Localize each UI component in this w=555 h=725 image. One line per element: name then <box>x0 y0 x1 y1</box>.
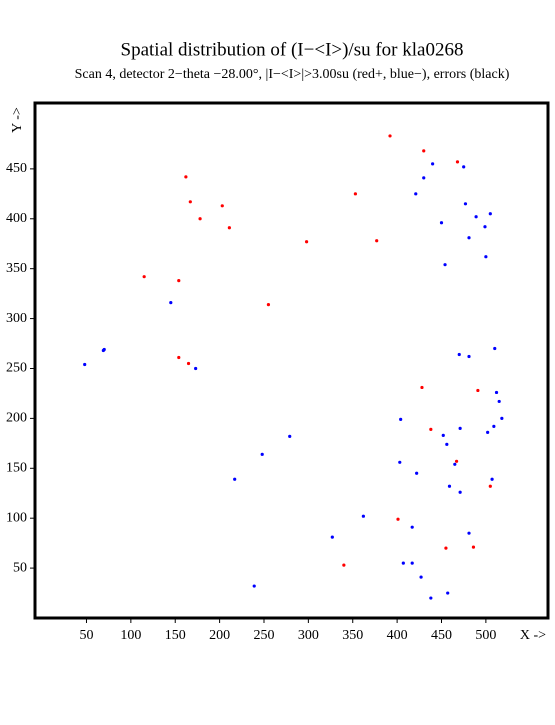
point <box>188 200 192 204</box>
point <box>493 346 497 351</box>
x-tick-label: 350 <box>342 628 363 643</box>
point <box>492 424 496 428</box>
y-tick-label: 300 <box>6 311 27 326</box>
point <box>443 263 447 267</box>
point <box>83 362 87 367</box>
point <box>458 490 462 494</box>
point <box>186 361 191 366</box>
point <box>415 471 419 475</box>
point <box>494 390 499 395</box>
point <box>414 192 418 196</box>
point <box>410 525 414 529</box>
point <box>444 546 448 550</box>
point <box>422 176 426 180</box>
point <box>227 226 231 230</box>
point <box>500 416 504 420</box>
point <box>342 563 346 567</box>
point <box>194 366 198 371</box>
point <box>462 165 466 169</box>
x-tick-label: 50 <box>79 628 93 643</box>
point <box>431 162 435 166</box>
point <box>476 388 480 393</box>
point <box>429 596 433 600</box>
point <box>455 160 460 164</box>
point <box>410 561 414 565</box>
point <box>490 477 494 481</box>
point <box>420 385 424 390</box>
point <box>388 134 392 138</box>
y-tick-label: 100 <box>6 510 27 525</box>
point <box>102 347 106 352</box>
point <box>184 175 188 179</box>
point <box>422 149 426 153</box>
point <box>467 531 471 535</box>
point <box>399 417 403 421</box>
y-tick-label: 50 <box>13 560 27 575</box>
point <box>142 275 146 279</box>
point <box>233 477 237 481</box>
point <box>177 279 181 283</box>
x-tick-label: 200 <box>209 628 230 643</box>
point <box>445 442 449 446</box>
x-tick-label: 150 <box>165 628 186 643</box>
x-tick-label: 450 <box>431 628 452 643</box>
point <box>497 399 501 404</box>
point <box>288 434 292 438</box>
y-tick-label: 150 <box>6 461 27 476</box>
y-tick-label: 350 <box>6 261 27 276</box>
point <box>401 561 405 565</box>
point <box>471 545 476 549</box>
point <box>304 240 309 244</box>
point <box>198 217 202 221</box>
point <box>252 584 256 588</box>
point <box>260 452 264 456</box>
chart-subtitle: Scan 4, detector 2−theta −28.00°, |I−<I>… <box>75 67 510 82</box>
point <box>398 460 402 464</box>
point <box>353 192 358 196</box>
point <box>429 427 433 431</box>
point <box>488 212 492 216</box>
plot-frame <box>33 101 550 620</box>
point <box>441 433 445 437</box>
y-tick-label: 450 <box>6 161 27 176</box>
x-tick-label: 100 <box>120 628 141 643</box>
point <box>220 204 224 208</box>
point <box>483 225 487 229</box>
y-axis-label: Y -> <box>10 107 25 133</box>
point <box>447 484 452 488</box>
point <box>454 459 459 463</box>
point <box>446 591 450 595</box>
x-tick-label: 500 <box>475 628 496 643</box>
point <box>467 354 471 359</box>
chart-title: Spatial distribution of (I−<I>)/su for k… <box>121 39 464 60</box>
point <box>396 517 400 521</box>
x-axis-label: X -> <box>520 628 546 643</box>
point <box>361 514 365 518</box>
x-tick-label: 300 <box>298 628 319 643</box>
point <box>486 430 490 434</box>
x-tick-label: 250 <box>253 628 274 643</box>
y-tick-label: 250 <box>6 361 27 376</box>
point <box>484 255 488 259</box>
point <box>467 236 471 240</box>
point <box>266 303 271 307</box>
point <box>330 535 334 539</box>
point <box>488 484 492 488</box>
point <box>474 215 478 219</box>
point <box>439 221 444 225</box>
point <box>419 575 423 579</box>
point <box>458 426 462 430</box>
point <box>453 462 457 466</box>
point <box>463 202 468 206</box>
point <box>457 352 461 357</box>
point <box>177 355 181 360</box>
x-tick-label: 400 <box>387 628 408 643</box>
point <box>375 239 379 243</box>
point <box>169 301 173 305</box>
y-tick-label: 200 <box>6 411 27 426</box>
y-tick-label: 400 <box>6 211 27 226</box>
